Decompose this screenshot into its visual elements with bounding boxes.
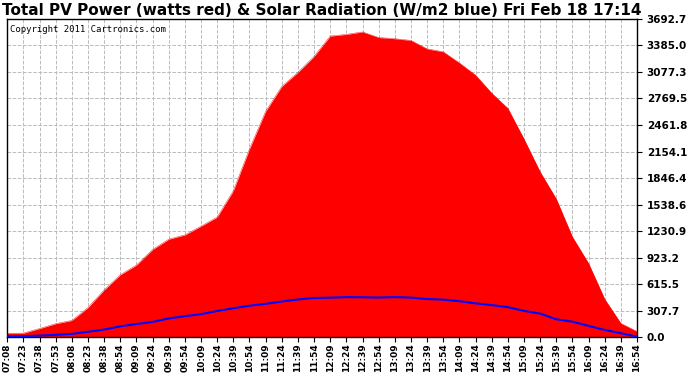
Text: Copyright 2011 Cartronics.com: Copyright 2011 Cartronics.com [10,25,166,34]
Title: Total PV Power (watts red) & Solar Radiation (W/m2 blue) Fri Feb 18 17:14: Total PV Power (watts red) & Solar Radia… [2,3,642,18]
